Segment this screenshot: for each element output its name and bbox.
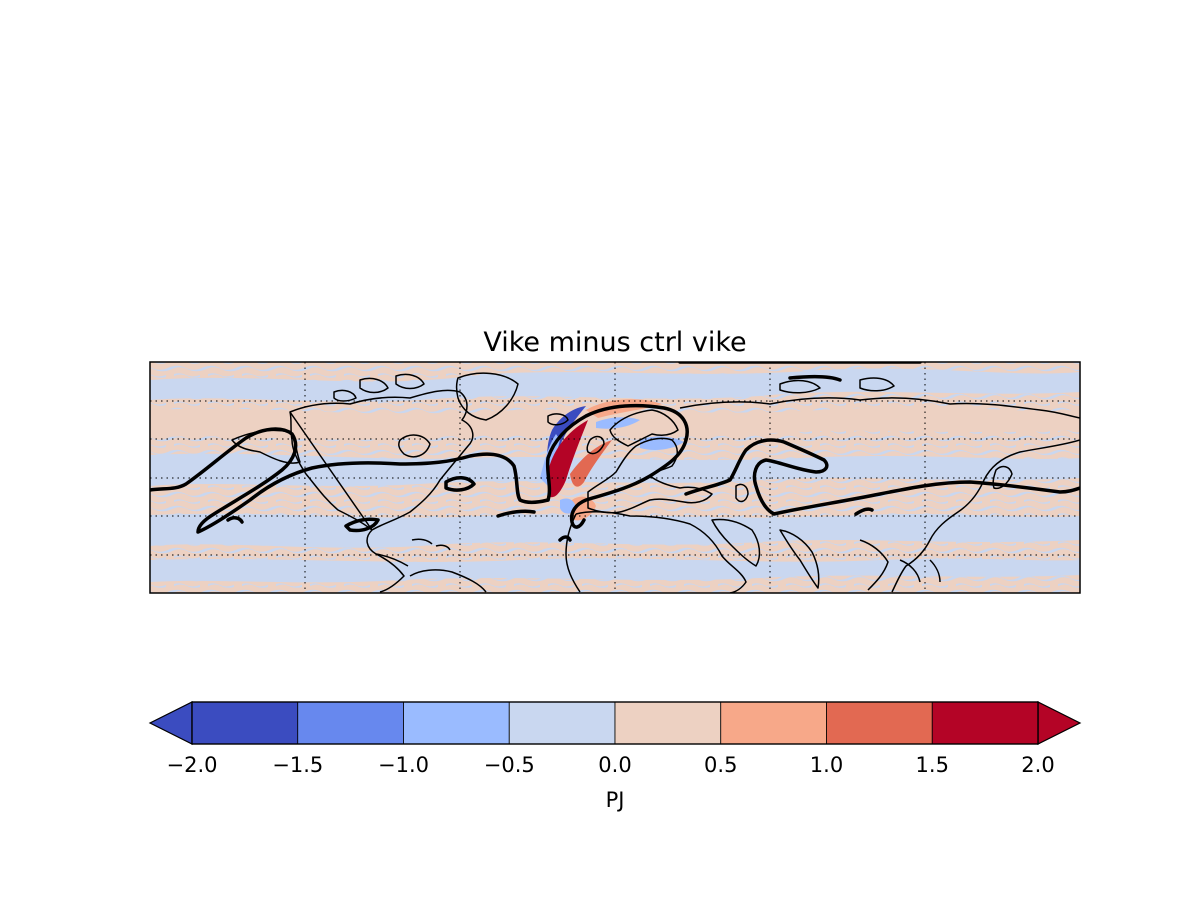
colorbar-segment (826, 701, 933, 745)
coastline-caspian (735, 483, 749, 503)
colorbar-segment (403, 701, 510, 745)
anomaly-pos-mid (570, 440, 612, 487)
coastline-britain (586, 435, 605, 455)
coastline-central-america (375, 553, 409, 567)
negative-band (150, 558, 1080, 583)
jet-contour-east (684, 438, 1080, 516)
jet-contour-loop (545, 403, 689, 529)
anomaly-pos-light (586, 399, 662, 418)
colorbar-tick-label: −0.5 (484, 753, 535, 777)
coastline-iceland (547, 413, 569, 426)
colorbar-segment (614, 701, 722, 745)
colorbar-tick-label: 2.0 (1021, 753, 1054, 777)
coastline-scandinavia (609, 409, 679, 447)
coastline-arctic-islands (333, 373, 425, 402)
jet-contour-small (226, 476, 874, 542)
coastline-asia-east (891, 439, 1080, 593)
colorbar-segment (720, 701, 827, 745)
coastline-asia-north (679, 397, 1080, 419)
colorbar-extend-under (148, 701, 193, 745)
colorbar-segment (191, 701, 299, 745)
jet-contours (150, 362, 1080, 542)
colorbar-tick-label: −2.0 (167, 753, 218, 777)
coastline-greenland (455, 372, 519, 421)
coastline-caribbean (411, 538, 451, 551)
colorbar-segment (931, 701, 1039, 745)
colorbar-extend-over (1037, 701, 1082, 745)
map-panel (150, 362, 1080, 593)
colorbar-segment (297, 701, 404, 745)
coastline-se-asia (859, 539, 941, 591)
colorbar-tick-label: 0.5 (704, 753, 737, 777)
jet-contour-main (150, 427, 550, 534)
coastline-hudson (398, 434, 431, 458)
coastline-india (779, 529, 820, 589)
coastline-south-america (409, 569, 487, 593)
coastline-siberia-islands (779, 377, 895, 394)
colorbar-tick-label: 1.0 (810, 753, 843, 777)
colorbar: −2.0 −1.5 −1.0 −0.5 0.0 0.5 1.0 1.5 2.0 (148, 701, 1082, 777)
colorbar-segment (508, 701, 616, 745)
colorbar-tick-label: 1.5 (916, 753, 949, 777)
plot-title: Vike minus ctrl vike (483, 327, 746, 358)
colorbar-outline (191, 701, 1039, 745)
coastline-arabia (711, 518, 761, 567)
colorbar-tick-label: −1.0 (378, 753, 429, 777)
coastline-europe (587, 437, 713, 514)
graticule (150, 362, 1080, 593)
map-frame (149, 361, 1081, 594)
colorbar-label: PJ (606, 788, 625, 812)
jet-contour-arctic (678, 362, 922, 382)
colorbar-tick-label: 0.0 (598, 753, 631, 777)
anomaly-neg-mid (540, 434, 560, 486)
colorbar-tick-label: −1.5 (272, 753, 323, 777)
coastline-north-america (289, 389, 474, 593)
negative-band (150, 513, 1080, 548)
